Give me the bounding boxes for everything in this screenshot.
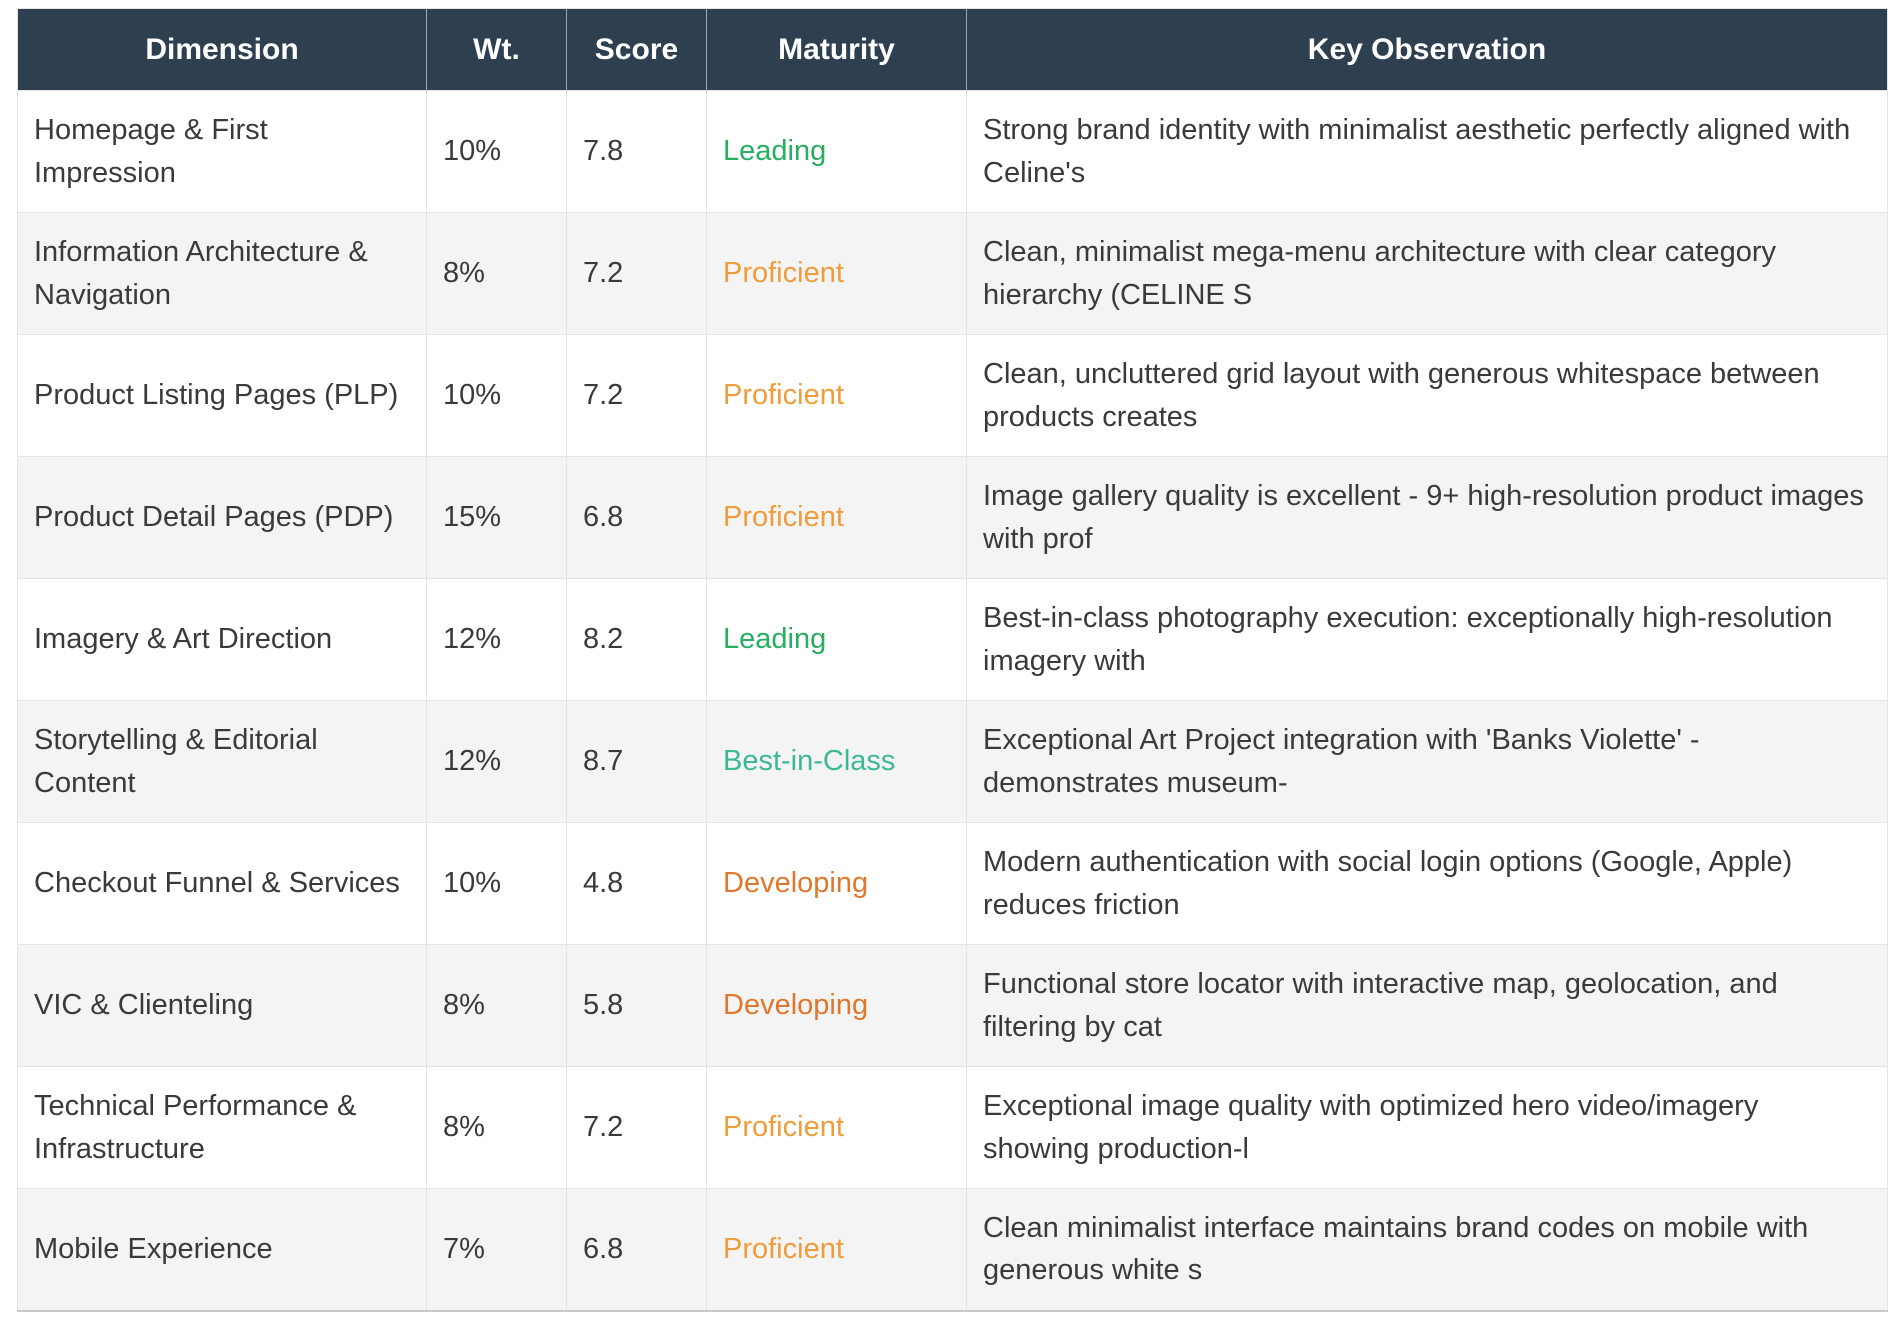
maturity-cell: Developing [706,944,967,1067]
score-cell: 8.2 [566,578,707,701]
dimension-cell: Imagery & Art Direction [17,578,427,701]
score-cell: 7.2 [566,334,707,457]
column-header-weight: Wt. [426,8,567,91]
weight-cell: 12% [426,578,567,701]
observation-cell: Functional store locator with interactiv… [966,944,1888,1067]
dimension-cell: Storytelling & Editorial Content [17,700,427,823]
score-cell: 7.2 [566,1066,707,1189]
observation-cell: Best-in-class photography execution: exc… [966,578,1888,701]
dimension-cell: VIC & Clienteling [17,944,427,1067]
maturity-cell: Proficient [706,334,967,457]
dimension-cell: Homepage & First Impression [17,90,427,213]
column-header-score: Score [566,8,707,91]
maturity-cell: Proficient [706,456,967,579]
observation-cell: Modern authentication with social login … [966,822,1888,945]
observation-cell: Exceptional image quality with optimized… [966,1066,1888,1189]
evaluation-table: Dimension Wt. Score Maturity Key Observa… [17,8,1888,1312]
score-cell: 4.8 [566,822,707,945]
weight-cell: 8% [426,1066,567,1189]
table-row: Storytelling & Editorial Content 12% 8.7… [17,700,1888,823]
dimension-cell: Checkout Funnel & Services [17,822,427,945]
score-cell: 7.8 [566,90,707,213]
weight-cell: 8% [426,944,567,1067]
table-row: Technical Performance & Infrastructure 8… [17,1066,1888,1189]
dimension-cell: Product Listing Pages (PLP) [17,334,427,457]
observation-cell: Exceptional Art Project integration with… [966,700,1888,823]
table-row: Product Detail Pages (PDP) 15% 6.8 Profi… [17,456,1888,579]
column-header-dimension: Dimension [17,8,427,91]
weight-cell: 12% [426,700,567,823]
weight-cell: 10% [426,90,567,213]
column-header-maturity: Maturity [706,8,967,91]
table-row: Checkout Funnel & Services 10% 4.8 Devel… [17,822,1888,945]
weight-cell: 7% [426,1188,567,1312]
column-header-observation: Key Observation [966,8,1888,91]
maturity-cell: Proficient [706,212,967,335]
maturity-cell: Developing [706,822,967,945]
maturity-cell: Proficient [706,1188,967,1312]
observation-cell: Clean, uncluttered grid layout with gene… [966,334,1888,457]
dimension-cell: Mobile Experience [17,1188,427,1312]
header-row: Dimension Wt. Score Maturity Key Observa… [17,8,1888,91]
maturity-cell: Leading [706,90,967,213]
observation-cell: Strong brand identity with minimalist ae… [966,90,1888,213]
observation-cell: Image gallery quality is excellent - 9+ … [966,456,1888,579]
table-row: Mobile Experience 7% 6.8 Proficient Clea… [17,1188,1888,1312]
table-row: Homepage & First Impression 10% 7.8 Lead… [17,90,1888,213]
score-cell: 6.8 [566,1188,707,1312]
table-row: Imagery & Art Direction 12% 8.2 Leading … [17,578,1888,701]
score-cell: 8.7 [566,700,707,823]
maturity-cell: Leading [706,578,967,701]
weight-cell: 10% [426,334,567,457]
weight-cell: 15% [426,456,567,579]
observation-cell: Clean, minimalist mega-menu architecture… [966,212,1888,335]
dimension-cell: Information Architecture & Navigation [17,212,427,335]
score-cell: 5.8 [566,944,707,1067]
weight-cell: 10% [426,822,567,945]
score-cell: 6.8 [566,456,707,579]
score-cell: 7.2 [566,212,707,335]
table-body: Homepage & First Impression 10% 7.8 Lead… [17,90,1888,1312]
table-row: Product Listing Pages (PLP) 10% 7.2 Prof… [17,334,1888,457]
dimension-cell: Product Detail Pages (PDP) [17,456,427,579]
maturity-cell: Best-in-Class [706,700,967,823]
observation-cell: Clean minimalist interface maintains bra… [966,1188,1888,1312]
maturity-cell: Proficient [706,1066,967,1189]
weight-cell: 8% [426,212,567,335]
dimension-cell: Technical Performance & Infrastructure [17,1066,427,1189]
table-row: Information Architecture & Navigation 8%… [17,212,1888,335]
table-row: VIC & Clienteling 8% 5.8 Developing Func… [17,944,1888,1067]
